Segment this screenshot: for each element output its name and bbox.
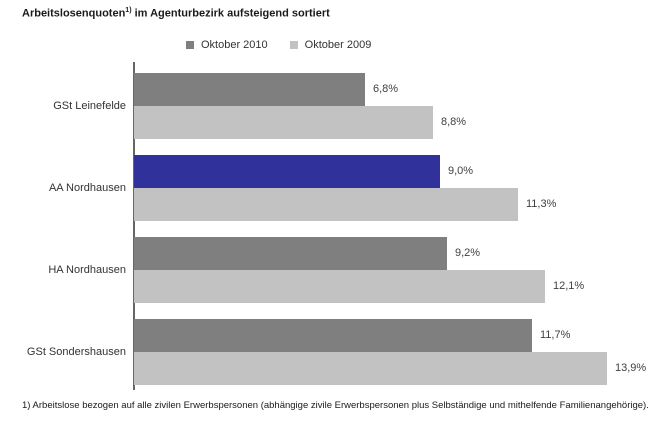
chart-title-rest: im Agenturbezirk aufsteigend sortiert	[131, 7, 330, 20]
chart-title: Arbeitslosenquoten1) im Agenturbezirk au…	[22, 7, 330, 20]
legend-label-2009: Oktober 2009	[304, 39, 372, 51]
category-label: HA Nordhausen	[48, 264, 126, 276]
value-label: 6,8%	[373, 83, 399, 95]
value-label: 11,3%	[526, 198, 557, 210]
chart-legend: Oktober 2010 Oktober 2009	[186, 39, 371, 51]
chart-title-superscript: 1)	[125, 7, 132, 14]
footnote: 1) Arbeitslose bezogen auf alle zivilen …	[22, 400, 649, 411]
legend-marker-2009-icon	[289, 41, 298, 49]
bar-oktober-2009	[134, 352, 607, 385]
bar-oktober-2009	[134, 188, 518, 221]
value-label: 13,9%	[615, 362, 647, 374]
legend-label-2010: Oktober 2010	[201, 39, 268, 51]
y-axis-line	[133, 62, 135, 390]
chart-title-main: Arbeitslosenquoten	[22, 7, 126, 20]
category-label: GSt Sondershausen	[26, 346, 126, 358]
bar-oktober-2010	[134, 73, 365, 106]
bar-oktober-2009	[134, 106, 433, 139]
value-label: 11,7%	[540, 329, 571, 341]
category-label: AA Nordhausen	[48, 182, 126, 194]
value-label: 9,2%	[455, 247, 481, 259]
value-label: 12,1%	[553, 280, 585, 292]
value-label: 9,0%	[448, 165, 474, 177]
legend-marker-2010-icon	[186, 41, 194, 49]
category-label: GSt Leinefelde	[53, 100, 126, 112]
legend-item-oktober-2009: Oktober 2009	[289, 39, 372, 51]
bar-oktober-2009	[134, 270, 545, 303]
bar-oktober-2010	[134, 319, 532, 352]
bar-oktober-2010	[134, 237, 447, 270]
legend-item-oktober-2010: Oktober 2010	[186, 39, 268, 51]
bar-oktober-2010	[134, 155, 440, 188]
value-label: 8,8%	[441, 116, 467, 128]
